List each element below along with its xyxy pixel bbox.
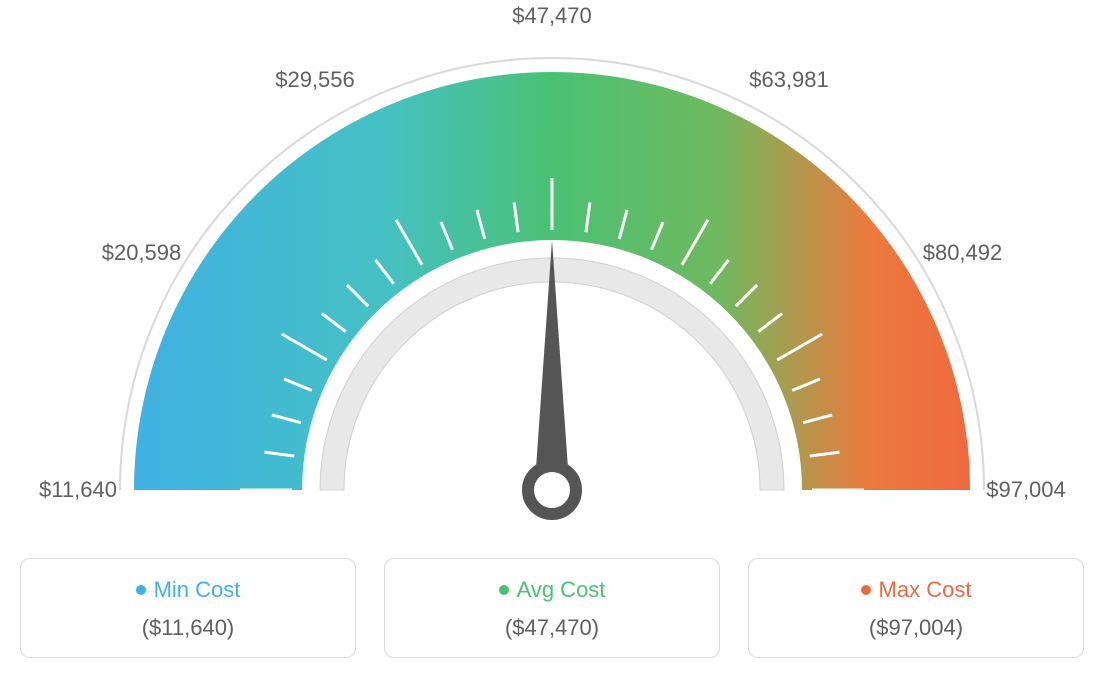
legend-label-avg: Avg Cost <box>517 577 606 603</box>
legend-card-min: Min Cost ($11,640) <box>20 558 356 658</box>
gauge-tick-label: $47,470 <box>512 3 592 29</box>
legend-value-avg: ($47,470) <box>385 615 719 641</box>
legend-dot-max <box>861 585 871 595</box>
gauge-tick-label: $29,556 <box>275 67 355 93</box>
legend-label-max: Max Cost <box>879 577 972 603</box>
gauge-tick-label: $97,004 <box>986 477 1066 503</box>
legend-card-max: Max Cost ($97,004) <box>748 558 1084 658</box>
legend-value-min: ($11,640) <box>21 615 355 641</box>
legend-card-avg: Avg Cost ($47,470) <box>384 558 720 658</box>
gauge-tick-label: $11,640 <box>39 477 117 503</box>
gauge-tick-label: $20,598 <box>102 240 182 266</box>
legend-value-max: ($97,004) <box>749 615 1083 641</box>
legend-label-min: Min Cost <box>154 577 241 603</box>
legend-dot-avg <box>499 585 509 595</box>
cost-gauge: $11,640$20,598$29,556$47,470$63,981$80,4… <box>20 20 1084 540</box>
legend-dot-min <box>136 585 146 595</box>
gauge-tick-label: $63,981 <box>749 67 829 93</box>
legend-row: Min Cost ($11,640) Avg Cost ($47,470) Ma… <box>20 558 1084 658</box>
gauge-tick-label: $80,492 <box>923 240 1003 266</box>
